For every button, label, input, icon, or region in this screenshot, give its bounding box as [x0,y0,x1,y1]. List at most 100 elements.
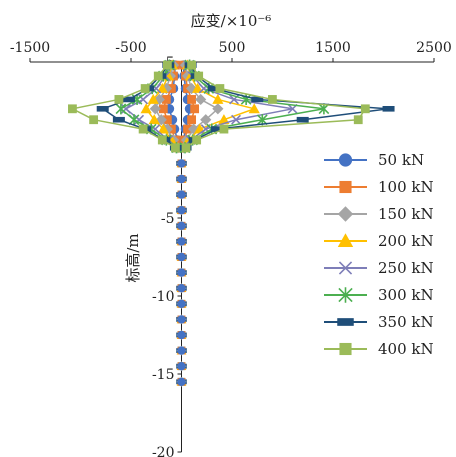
data-point [171,143,180,153]
shaft-mark [177,190,186,199]
shaft-mark [177,174,186,184]
data-point [161,95,171,104]
plot-area [68,59,395,387]
data-point [207,85,220,92]
data-point [162,60,172,70]
shaft-mark [177,362,186,371]
legend-marker [337,233,354,248]
data-point [187,115,196,125]
data-point [89,115,99,125]
series-400-kn [68,60,370,153]
legend-marker [338,287,353,303]
legend-label: 300 kN [378,286,434,304]
data-point [181,143,191,153]
shaft-mark [177,159,186,168]
y-tick-label: -10 [152,289,175,305]
data-point [158,104,168,114]
data-point [192,135,202,145]
data-point [112,116,125,123]
pile-shaft-marks [176,158,187,387]
legend-label: 350 kN [378,313,434,331]
legend: 50 kN 100 kN 150 kN 200 kN 250 kN 300 kN 350 k… [324,151,434,358]
data-point [268,95,277,104]
data-point [187,95,196,104]
shaft-mark [177,268,186,277]
data-point [218,114,230,125]
data-point [150,124,161,135]
data-point [251,96,264,103]
legend-label: 200 kN [378,232,434,250]
shaft-mark [177,299,186,308]
data-point [382,106,395,112]
legend-marker [339,342,352,356]
shaft-mark [177,252,186,262]
data-point [153,71,163,81]
data-point [156,82,168,93]
data-point [122,96,135,103]
shaft-mark [177,237,186,246]
shaft-mark [177,284,186,293]
data-point [212,93,224,104]
data-point [212,103,224,115]
shaft-mark [177,221,186,230]
data-point [353,115,363,125]
data-point [215,84,225,93]
data-point [114,95,124,104]
shaft-mark [177,315,186,324]
x-tick-label: 1500 [315,40,351,56]
data-point [148,114,160,125]
legend-label: 250 kN [378,259,434,277]
legend-marker [338,261,353,275]
y-tick-label: -5 [161,211,175,227]
legend-label: 50 kN [378,151,424,169]
data-point [219,124,229,134]
x-axis: -1500 -500 500 1500 2500 [10,40,452,63]
data-point [183,124,192,134]
data-point [96,106,109,112]
y-tick-label: -15 [152,367,175,383]
data-point [190,104,200,114]
data-point [147,93,159,104]
data-point [360,104,370,114]
legend-label: 400 kN [378,340,434,358]
data-point [140,84,150,93]
x-tick-label: 2500 [416,40,452,56]
data-point [115,103,127,115]
data-point [210,126,223,132]
legend-marker [339,180,352,194]
data-point [149,103,161,115]
legend-marker [338,153,353,167]
legend-label: 150 kN [378,205,434,223]
data-point [140,103,152,114]
shaft-mark [177,377,186,386]
y-axis-title: 标高/m [124,233,142,282]
data-point [248,103,260,114]
x-tick-label: -1500 [10,40,50,56]
legend-label: 100 kN [378,178,434,196]
data-point [157,123,169,134]
data-point [157,135,167,145]
data-point [296,116,309,123]
shaft-mark [177,346,186,355]
x-axis-title: 应变/×10⁻⁶ [191,12,272,30]
shaft-mark [177,330,186,340]
data-point [231,114,242,125]
data-point [195,93,207,106]
data-point [68,104,77,114]
data-point [192,82,204,93]
x-tick-label: -500 [115,40,146,56]
data-point [162,115,172,125]
data-point [194,71,204,81]
data-point [138,124,148,134]
y-tick-label: -20 [152,445,175,457]
data-point [128,114,140,126]
legend-marker [337,318,354,326]
data-point [151,83,162,94]
x-tick-label: 500 [219,40,246,56]
shaft-mark [177,206,186,215]
data-point [200,114,212,126]
data-point [155,114,167,126]
legend-marker [337,206,354,222]
data-point [187,60,196,70]
